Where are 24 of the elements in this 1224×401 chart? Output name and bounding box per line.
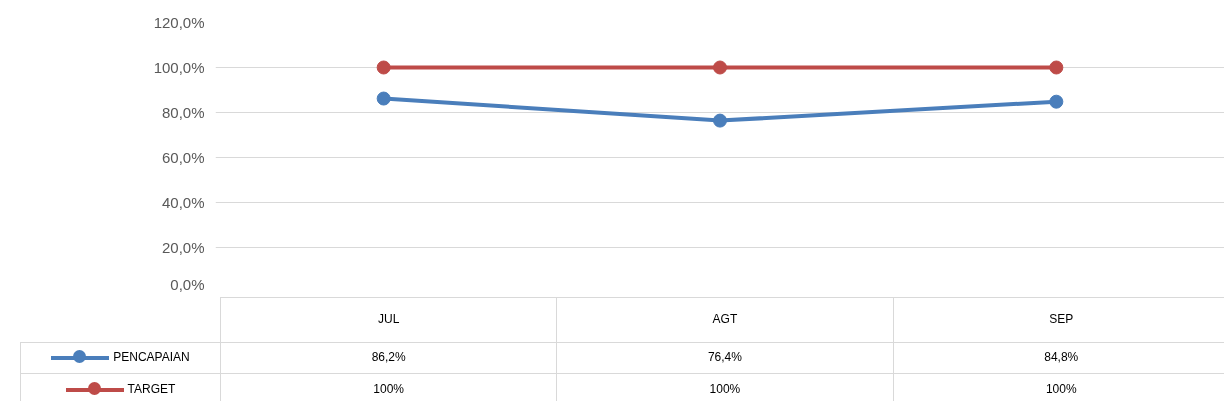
y-tick-label: 100,0%	[153, 59, 205, 76]
point	[1049, 94, 1064, 109]
y-tick-label: 20,0%	[161, 239, 205, 256]
data-label: 100%	[220, 373, 557, 401]
data-label: 76,4%	[556, 342, 894, 374]
y-tick-label: 120,0%	[153, 14, 205, 31]
point	[376, 91, 391, 106]
y-tick-label: 80,0%	[161, 104, 205, 121]
data-label: 100%	[556, 373, 894, 401]
point	[1049, 60, 1064, 75]
data-label: 84,8%	[893, 342, 1224, 374]
y-tick-label: 40,0%	[161, 194, 205, 211]
point	[376, 60, 391, 75]
data-label: 100%	[893, 373, 1224, 401]
y-tick-label: 60,0%	[161, 149, 205, 166]
legend-label: TARGET	[20, 373, 221, 401]
data-label: 86,2%	[220, 342, 557, 374]
y-tick-label: 0,0%	[170, 275, 205, 293]
x-tick-label: JUL	[220, 297, 557, 343]
point	[713, 60, 727, 75]
x-tick-label: AGT	[556, 297, 894, 343]
x-tick-label: SEP	[893, 297, 1224, 343]
legend-label: PENCAPAIAN	[20, 342, 221, 374]
point	[713, 113, 727, 128]
